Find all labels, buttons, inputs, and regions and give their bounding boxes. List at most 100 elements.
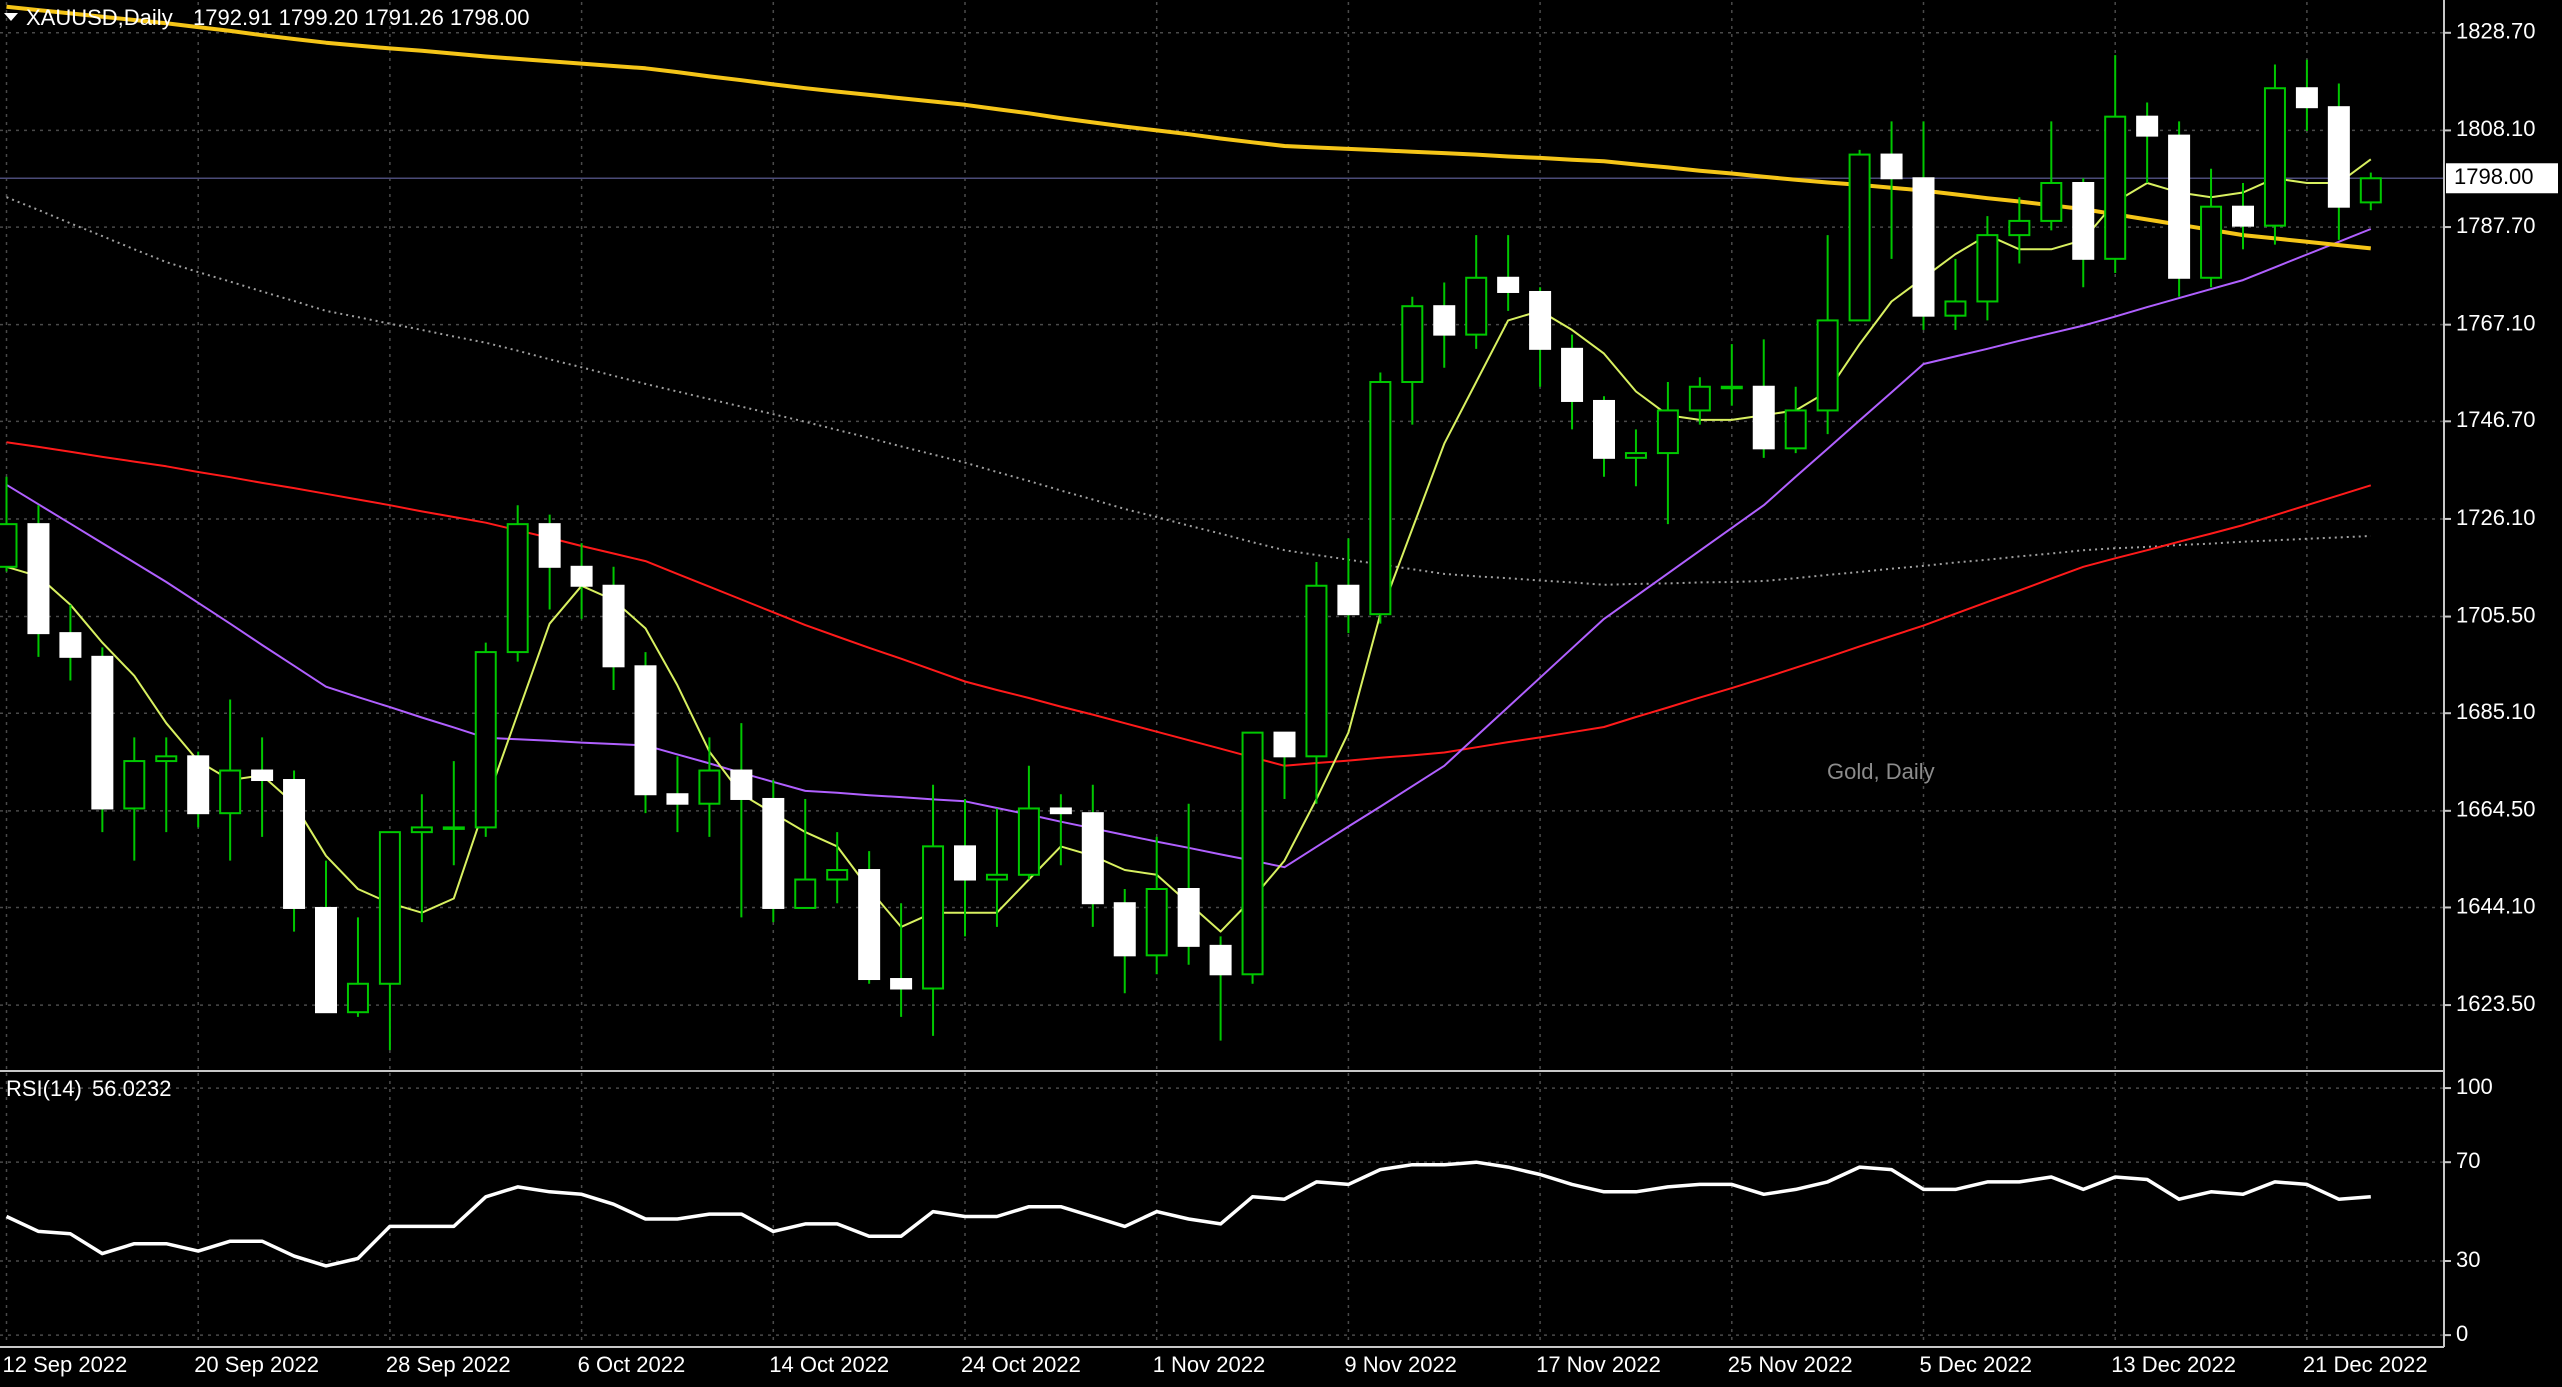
candle-body <box>1816 319 1839 412</box>
candle-body <box>283 779 306 909</box>
candle-body <box>1433 305 1456 336</box>
candle-body <box>1465 276 1488 336</box>
candle-body <box>1720 385 1743 390</box>
candle-body <box>315 906 337 1014</box>
moving-average-line <box>6 441 2372 767</box>
candle-body <box>1049 807 1072 815</box>
candle-body <box>2008 219 2031 237</box>
candle-body <box>2168 134 2191 279</box>
x-tick-label: 25 Nov 2022 <box>1728 1352 1853 1377</box>
candle-body <box>954 845 976 881</box>
candle-body <box>570 565 593 587</box>
candle-body <box>1976 234 1999 303</box>
rsi-value: 56.0232 <box>92 1076 172 1101</box>
candle-body <box>1593 399 1615 459</box>
ohlc-values: 1792.91 1799.20 1791.26 1798.00 <box>193 5 529 30</box>
candle-body <box>1529 290 1552 350</box>
candle-body <box>1369 381 1392 616</box>
candle-body <box>730 769 753 800</box>
x-tick-label: 20 Sep 2022 <box>194 1352 319 1377</box>
y-tick-label: 70 <box>2456 1148 2480 1173</box>
y-tick-label: 0 <box>2456 1321 2468 1346</box>
moving-average-line <box>6 196 2371 586</box>
x-tick-label: 6 Oct 2022 <box>578 1352 686 1377</box>
candle-body <box>1912 177 1935 317</box>
candle-body <box>155 755 178 763</box>
x-tick-label: 1 Nov 2022 <box>1153 1352 1266 1377</box>
candle-body <box>1241 731 1264 976</box>
candle-body <box>762 797 785 909</box>
candle-body <box>1145 887 1168 957</box>
candle-body <box>1401 305 1424 384</box>
candle-body <box>2200 205 2223 279</box>
marks-layer <box>0 4 2382 1268</box>
candle-body <box>0 523 18 568</box>
candle-body <box>538 523 561 568</box>
grid-layer <box>0 2 2444 1345</box>
rsi-line <box>5 1160 2371 1268</box>
candle-body <box>2072 182 2095 260</box>
candle-body <box>1752 385 1775 450</box>
candle-body <box>2232 205 2254 227</box>
x-tick-label: 24 Oct 2022 <box>961 1352 1081 1377</box>
candle-body <box>2359 177 2382 204</box>
rsi-title: RSI(14) <box>6 1076 82 1101</box>
candle-body <box>2136 115 2159 137</box>
candle-body <box>346 982 369 1014</box>
y-tick-label: 1644.10 <box>2456 893 2536 918</box>
y-tick-label: 1787.70 <box>2456 213 2536 238</box>
candle-body <box>1081 812 1104 905</box>
candle-body <box>410 826 433 834</box>
candle-body <box>1656 409 1679 455</box>
x-tick-label: 12 Sep 2022 <box>3 1352 128 1377</box>
candle-body <box>2104 115 2127 260</box>
candle-body <box>1688 385 1711 412</box>
x-tick-label: 21 Dec 2022 <box>2303 1352 2428 1377</box>
header-icon <box>4 13 18 21</box>
candle-body <box>251 769 274 782</box>
y-tick-label: 1664.50 <box>2456 797 2536 822</box>
candle-body <box>91 655 114 810</box>
candle-body <box>858 869 881 981</box>
candle-body <box>922 845 945 990</box>
x-tick-label: 9 Nov 2022 <box>1344 1352 1457 1377</box>
candle-body <box>634 665 657 796</box>
candle-body <box>1561 347 1584 402</box>
candle-body <box>985 873 1008 881</box>
candle-body <box>666 793 689 805</box>
x-tick-label: 17 Nov 2022 <box>1536 1352 1661 1377</box>
x-tick-label: 28 Sep 2022 <box>386 1352 511 1377</box>
y-tick-label: 1828.70 <box>2456 19 2536 44</box>
candle-body <box>1944 300 1967 317</box>
candle-body <box>442 826 465 830</box>
price-label-box <box>2446 163 2558 194</box>
moving-average-line <box>6 4 2372 251</box>
candle-body <box>1784 409 1807 450</box>
candle-body <box>378 831 401 985</box>
y-tick-label: 1726.10 <box>2456 505 2536 530</box>
candle-body <box>602 584 625 668</box>
watermark: Gold, Daily <box>1827 759 1935 784</box>
candle-body <box>123 760 146 810</box>
y-tick-label: 100 <box>2456 1074 2493 1099</box>
candle-body <box>794 878 817 909</box>
candle-body <box>1337 584 1360 616</box>
candle-body <box>2263 87 2286 227</box>
candle-body <box>1848 153 1871 322</box>
y-tick-label: 1746.70 <box>2456 407 2536 432</box>
y-tick-label: 1705.50 <box>2456 602 2536 627</box>
candle-body <box>1209 944 1232 976</box>
candle-body <box>59 632 82 658</box>
y-tick-label: 30 <box>2456 1247 2480 1272</box>
candle-body <box>698 769 721 805</box>
y-tick-label: 1808.10 <box>2456 116 2536 141</box>
candle-body <box>826 869 849 881</box>
candle-body <box>1017 807 1040 876</box>
candle-body <box>1624 452 1647 459</box>
candle-body <box>474 651 497 829</box>
candle-body <box>1497 276 1520 293</box>
x-tick-label: 14 Oct 2022 <box>769 1352 889 1377</box>
candle-body <box>2040 182 2063 222</box>
